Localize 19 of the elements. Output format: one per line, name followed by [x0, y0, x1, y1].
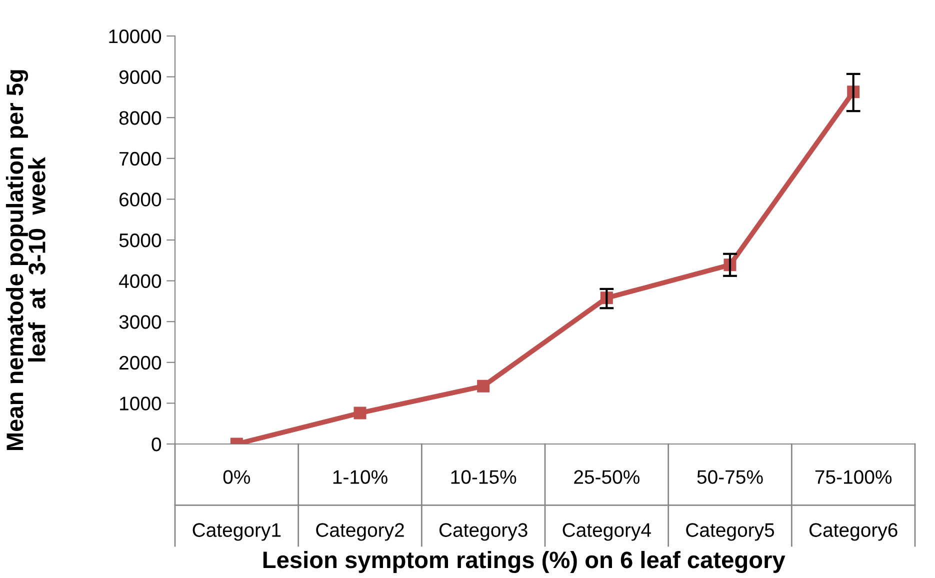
y-tick-label: 0 — [152, 437, 162, 452]
y-tick-label: 2000 — [120, 356, 162, 370]
y-tick-label: 6000 — [120, 192, 162, 206]
category-label: 0% Category1 — [192, 470, 281, 541]
y-tick-label: 10000 — [109, 29, 162, 44]
category-label: 75-100% Category6 — [809, 470, 898, 541]
y-tick-label: 1000 — [120, 396, 162, 410]
y-tick-label: 4000 — [119, 274, 162, 288]
y-tick-label: 3000 — [119, 315, 162, 329]
y-axis-title: Mean nematode population per 5g leaf at 3-10 week — [6, 70, 46, 450]
y-tick-label: 8000 — [119, 111, 162, 125]
category-label: 10-15% Category3 — [439, 470, 528, 541]
x-axis-title: Lesion symptom ratings (%) on 6 leaf category — [263, 550, 786, 574]
category-label: 1-10% Category2 — [316, 470, 404, 541]
category-label: 50-75% Category5 — [686, 470, 774, 541]
y-tick-label: 5000 — [119, 233, 162, 248]
category-label: 25-50% Category4 — [562, 470, 651, 541]
y-tick-label: 7000 — [120, 152, 162, 166]
y-tick-label: 9000 — [119, 70, 162, 84]
